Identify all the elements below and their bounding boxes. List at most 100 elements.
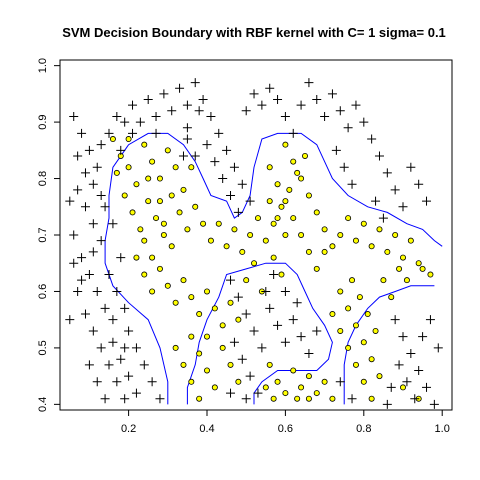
- circle-point: [125, 164, 132, 171]
- circle-point: [235, 378, 242, 385]
- circle-point: [313, 265, 320, 272]
- plus-point: [320, 111, 330, 121]
- y-tick-label: 0.9: [37, 114, 49, 129]
- plus-point: [245, 371, 255, 381]
- circle-point: [372, 327, 379, 334]
- plus-point: [190, 151, 200, 161]
- y-axis: 0.4 0.5 0.6 0.7 0.8 0.9 1.0: [37, 58, 60, 412]
- plus-point: [131, 388, 141, 398]
- plus-point: [331, 145, 341, 155]
- plus-point: [269, 270, 279, 280]
- plus-point: [265, 83, 275, 93]
- plus-point: [406, 349, 416, 359]
- circle-point: [270, 395, 277, 402]
- circle-point: [266, 361, 273, 368]
- plus-point: [175, 83, 185, 93]
- circle-point: [133, 181, 140, 188]
- circle-point: [368, 395, 375, 402]
- plus-point: [390, 185, 400, 195]
- plus-point: [96, 190, 106, 200]
- circle-point: [172, 299, 179, 306]
- circle-point: [380, 277, 387, 284]
- plus-point: [151, 128, 161, 138]
- plus-point: [257, 100, 267, 110]
- plus-point: [65, 196, 75, 206]
- plus-point: [233, 207, 243, 217]
- circle-point: [321, 378, 328, 385]
- plus-point: [237, 179, 247, 189]
- circle-point: [364, 311, 371, 318]
- circle-point: [227, 299, 234, 306]
- decision-boundary: [104, 132, 443, 405]
- plus-point: [88, 247, 98, 257]
- circle-point: [352, 237, 359, 244]
- plus-point: [351, 100, 361, 110]
- plus-point: [120, 303, 130, 313]
- circle-point: [141, 141, 148, 148]
- plus-point: [398, 332, 408, 342]
- plus-point: [100, 202, 110, 212]
- circle-point: [203, 367, 210, 374]
- circle-point: [305, 192, 312, 199]
- circle-point: [219, 344, 226, 351]
- plus-point: [206, 111, 216, 121]
- plus-point: [100, 394, 110, 404]
- circle-point: [274, 378, 281, 385]
- plus-point: [429, 399, 439, 409]
- circle-point: [153, 215, 160, 222]
- circle-point: [298, 384, 305, 391]
- plus-point: [261, 286, 271, 296]
- plus-point: [229, 337, 239, 347]
- plus-point: [312, 95, 322, 105]
- plus-point: [88, 326, 98, 336]
- plus-point: [335, 106, 345, 116]
- plus-point: [394, 360, 404, 370]
- circle-point: [172, 164, 179, 171]
- plus-point: [288, 315, 298, 325]
- circle-point: [235, 316, 242, 323]
- plus-point: [88, 219, 98, 229]
- plus-point: [120, 343, 130, 353]
- circle-point: [180, 186, 187, 193]
- circle-point: [392, 231, 399, 238]
- circle-point: [266, 164, 273, 171]
- plus-point: [104, 270, 114, 280]
- plus-point: [159, 89, 169, 99]
- circle-point: [219, 322, 226, 329]
- plus-point: [143, 95, 153, 105]
- circle-point: [270, 254, 277, 261]
- plus-point: [257, 343, 267, 353]
- circle-point: [184, 226, 191, 233]
- circle-point: [262, 384, 269, 391]
- plus-point: [288, 128, 298, 138]
- plus-point: [112, 377, 122, 387]
- plus-point: [116, 253, 126, 263]
- circle-point: [274, 181, 281, 188]
- plus-point: [116, 354, 126, 364]
- boundary-contour-3: [343, 285, 435, 405]
- circle-point: [223, 243, 230, 250]
- circle-point: [227, 361, 234, 368]
- circle-point: [298, 231, 305, 238]
- circle-point: [196, 350, 203, 357]
- plus-point: [147, 377, 157, 387]
- circle-point: [352, 361, 359, 368]
- plus-point: [386, 382, 396, 392]
- plus-point: [96, 236, 106, 246]
- plus-point: [151, 111, 161, 121]
- plus-point: [80, 168, 90, 178]
- y-tick-label: 0.7: [37, 227, 49, 242]
- circle-point: [337, 231, 344, 238]
- circle-point: [290, 158, 297, 165]
- plus-point: [335, 377, 345, 387]
- circle-point: [329, 243, 336, 250]
- circle-point: [254, 215, 261, 222]
- circle-point: [192, 203, 199, 210]
- plus-point: [167, 106, 177, 116]
- plus-point: [77, 253, 87, 263]
- circle-point: [145, 175, 152, 182]
- circle-point: [196, 311, 203, 318]
- y-tick-label: 0.5: [37, 340, 49, 355]
- circle-point: [294, 395, 301, 402]
